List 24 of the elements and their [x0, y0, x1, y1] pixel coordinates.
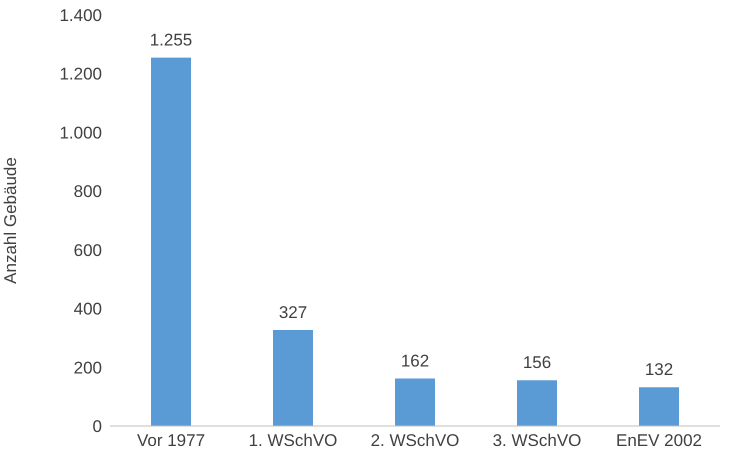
x-tick-label: Vor 1977: [136, 431, 206, 450]
y-axis-title: Anzahl Gebäude: [1, 157, 20, 284]
data-label: 156: [522, 353, 552, 372]
bar: [273, 330, 313, 426]
y-tick-label: 600: [74, 240, 102, 260]
y-tick-label: 1.000: [59, 123, 102, 142]
bar: [151, 58, 191, 426]
bar: [395, 378, 435, 426]
y-tick-label: 200: [74, 358, 102, 378]
y-tick-label: 1.200: [59, 64, 102, 84]
y-tick-label: 0: [92, 417, 102, 436]
x-tick-label: EnEV 2002: [616, 431, 702, 450]
x-tick-label: 3. WSchVO: [492, 431, 582, 450]
data-label: 132: [644, 360, 674, 380]
data-label: 162: [400, 351, 430, 370]
x-tick-label: 1. WSchVO: [248, 431, 338, 450]
data-label: 1.255: [150, 30, 192, 50]
y-tick-label: 1.400: [59, 6, 102, 26]
data-label: 327: [278, 303, 308, 322]
bar: [517, 380, 557, 426]
x-tick-label: 2. WSchVO: [370, 431, 460, 450]
bar: [639, 387, 679, 426]
y-tick-label: 400: [74, 300, 102, 319]
y-tick-label: 800: [74, 182, 102, 202]
